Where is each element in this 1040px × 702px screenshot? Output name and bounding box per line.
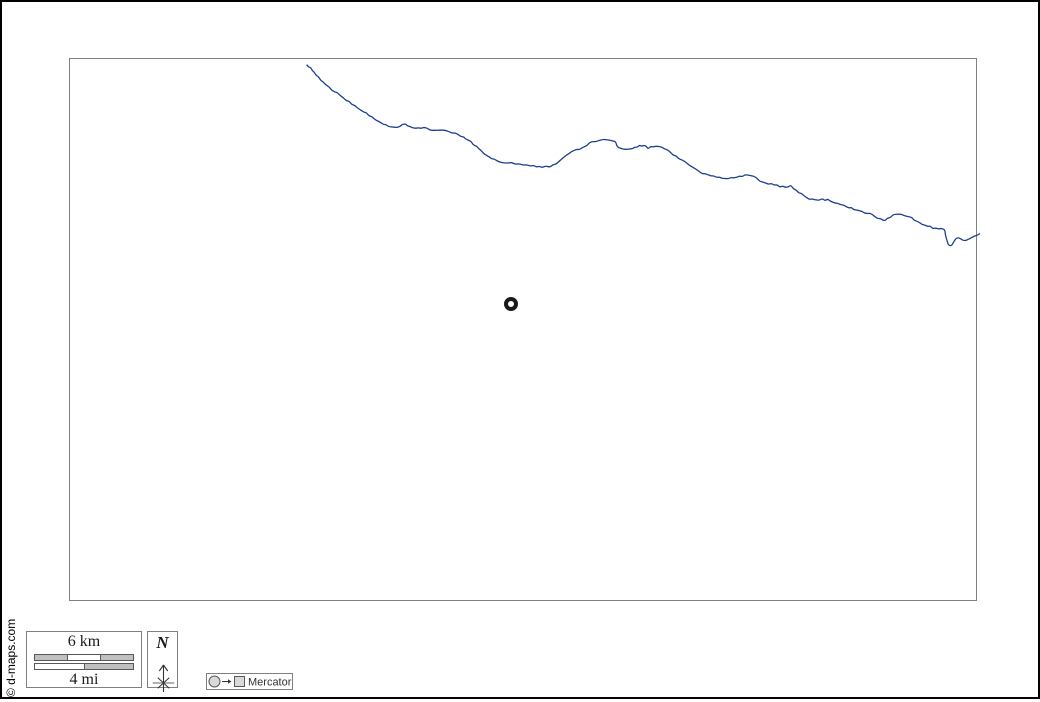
- svg-text:Mercator: Mercator: [248, 677, 292, 689]
